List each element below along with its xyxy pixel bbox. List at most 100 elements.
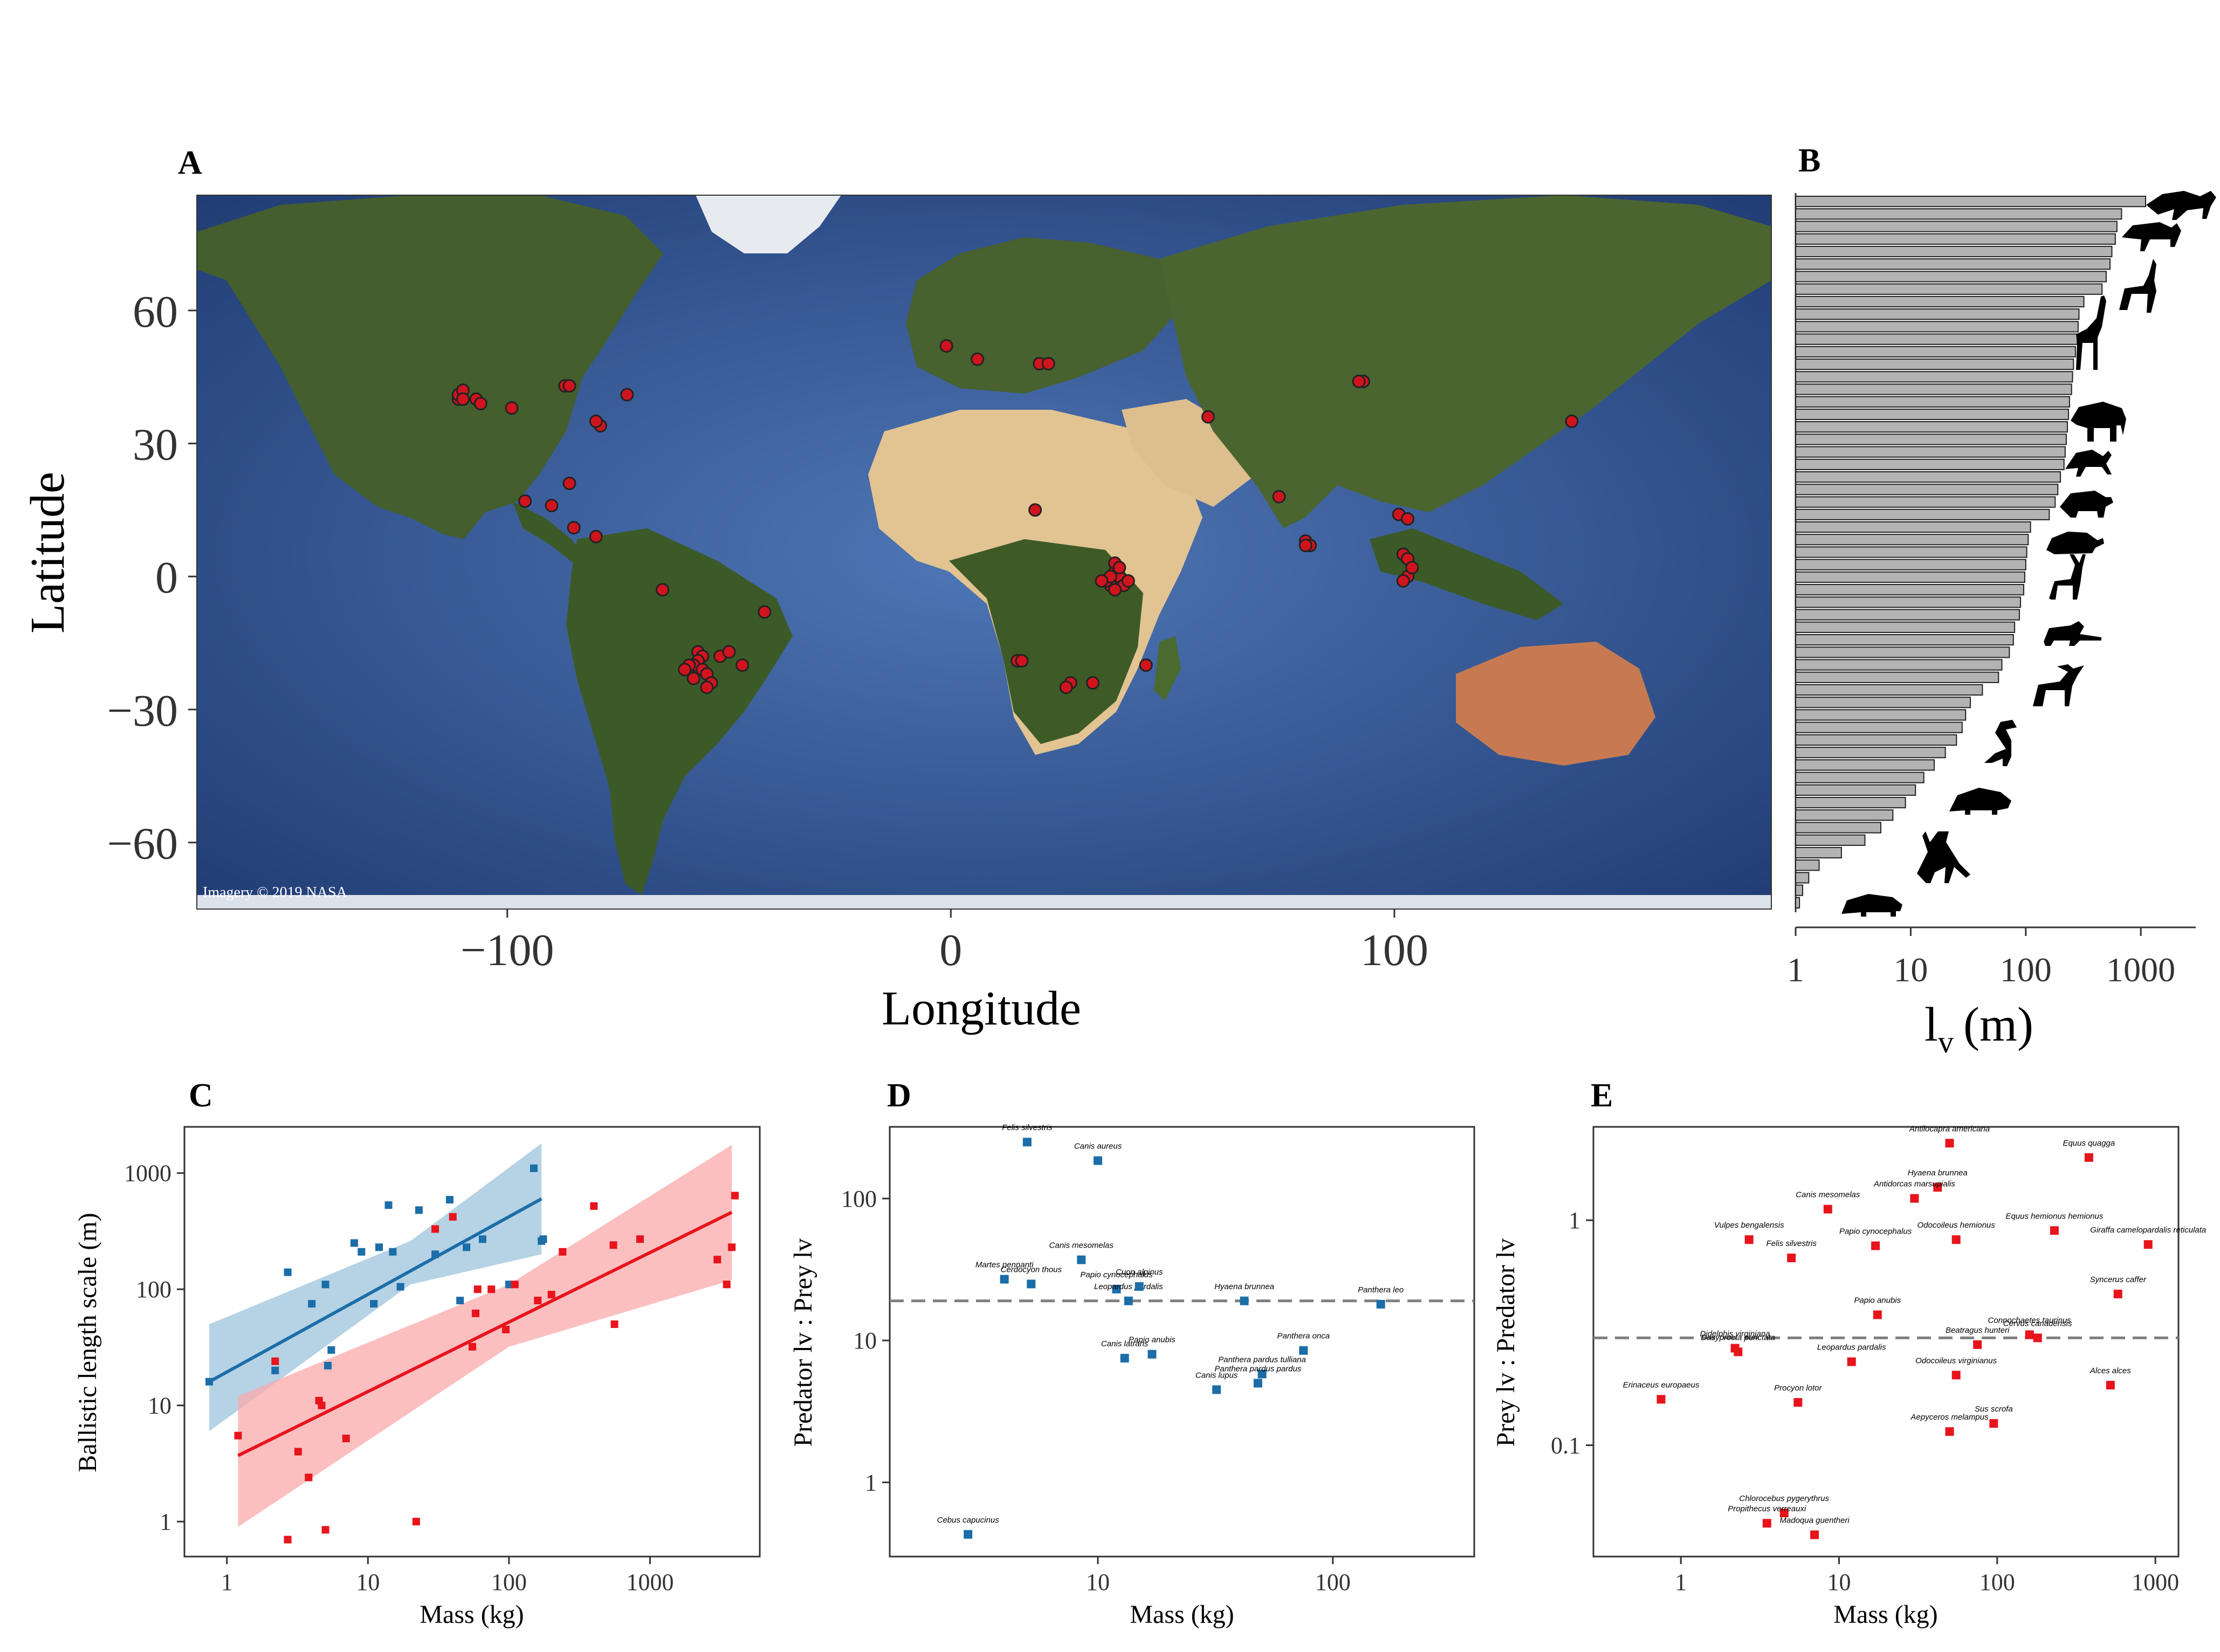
- map-y-tick-label: 60: [133, 287, 178, 337]
- panel-e-point: [2050, 1226, 2059, 1235]
- bar: [1795, 446, 2066, 458]
- bar: [1795, 734, 1957, 746]
- bar: [1795, 772, 1925, 783]
- panel-d-y-axis-title: Predator lv : Prey lv: [789, 1238, 817, 1447]
- panel-e-point: [1793, 1398, 1803, 1407]
- panel-e-point-label: Vulpes bengalensis: [1714, 1221, 1784, 1230]
- map-point: [678, 663, 692, 677]
- point-prey: [487, 1285, 496, 1293]
- confidence-band-predator: [209, 1143, 542, 1431]
- panel-d-point-label: Papio cynocephalus: [1080, 1270, 1153, 1279]
- panel-e-scatter: E Antilocapra americana Equus quagga Hyaen…: [1492, 1077, 2206, 1629]
- bar: [1795, 208, 2122, 220]
- bar: [1795, 321, 2079, 333]
- panel-label-e: E: [1591, 1077, 1613, 1114]
- bar: [1795, 659, 2003, 671]
- panel-d-point: [1147, 1350, 1157, 1359]
- panel-e-point: [2113, 1290, 2122, 1299]
- panel-c-y-axis-title: Ballistic length scale (m): [73, 1213, 102, 1472]
- point-prey: [590, 1202, 598, 1210]
- panel-d-x-axis-title: Mass (kg): [1130, 1600, 1234, 1629]
- bar: [1795, 584, 2025, 596]
- panel-e-y-axis-title: Prey lv : Predator lv: [1492, 1238, 1520, 1447]
- point-predator: [321, 1281, 329, 1289]
- panel-c-x-tick-label: 1000: [626, 1569, 673, 1595]
- bars-x-axis-title-unit: (m): [1963, 998, 2033, 1051]
- panel-d-point: [1240, 1296, 1249, 1305]
- panel-c-x-tick-label: 1: [221, 1569, 233, 1595]
- panel-d-axes: 10 100 1 10 100: [841, 1186, 1351, 1595]
- map-x-tick-label: 0: [939, 925, 962, 975]
- panel-c-y-tick-label: 1000: [124, 1160, 171, 1187]
- panel-label-d: D: [887, 1077, 911, 1114]
- panel-d-point-label: Cerdocyon thous: [1001, 1265, 1062, 1274]
- map-point: [1015, 653, 1029, 667]
- panel-d-frame: [889, 1126, 1475, 1558]
- panel-e-point: [1951, 1235, 1961, 1244]
- map-point: [518, 494, 532, 508]
- panel-d-point: [1094, 1156, 1103, 1165]
- panel-e-point-label: Leopardus pardalis: [1817, 1343, 1886, 1352]
- panel-d-point: [1376, 1299, 1385, 1309]
- bar: [1795, 245, 2113, 258]
- panel-d-point: [1112, 1284, 1121, 1293]
- landmass-southeast-asia: [1370, 528, 1564, 620]
- panel-e-point-label: Syncerus caffer: [2090, 1275, 2147, 1284]
- animal-silhouettes: [1841, 191, 2216, 917]
- confidence-band-prey: [238, 1145, 732, 1527]
- bar: [1795, 834, 1866, 846]
- landmass-australia: [1456, 642, 1655, 766]
- bar: [1795, 822, 1881, 834]
- bar: [1795, 559, 2026, 570]
- map-point: [1352, 374, 1366, 388]
- point-prey: [431, 1225, 439, 1233]
- panel-d-point: [1257, 1369, 1267, 1379]
- panel-e-points: Antilocapra americana Equus quagga Hyaena …: [1623, 1124, 2206, 1539]
- panel-e-y-tick-label: 0.1: [1551, 1432, 1580, 1458]
- point-prey: [728, 1243, 736, 1251]
- panel-d-point: [1022, 1138, 1032, 1147]
- bars-x-tick-label: 1: [1787, 951, 1804, 989]
- map-point: [939, 339, 953, 353]
- panel-c-scatter: C 1 10 100 1000 1 10 100 1000 Mass (kg) Ballist…: [73, 1077, 761, 1629]
- panel-d-point-label: Canis mesomelas: [1049, 1241, 1114, 1250]
- bar: [1795, 283, 2103, 295]
- bar: [1795, 383, 2072, 395]
- panel-label-c: C: [189, 1077, 213, 1114]
- hedgehog-silhouette-icon: [1949, 788, 2011, 815]
- bar: [1795, 534, 2029, 546]
- map-point: [1401, 512, 1415, 526]
- landmass-north-america: [197, 195, 663, 539]
- panel-d-point-label: Hyaena brunnea: [1214, 1282, 1274, 1291]
- bar: [1795, 646, 2010, 658]
- point-prey: [723, 1281, 731, 1289]
- landmass-madagascar: [1154, 636, 1181, 701]
- wolf-silhouette-icon: [2122, 222, 2181, 251]
- map-point: [1201, 410, 1215, 424]
- point-prey: [321, 1526, 329, 1534]
- map-point: [1108, 583, 1122, 597]
- panel-e-point-label: Equus quagga: [2063, 1139, 2115, 1148]
- point-prey: [449, 1213, 457, 1221]
- bar: [1795, 897, 1800, 909]
- panel-e-point: [1762, 1519, 1771, 1528]
- bar: [1795, 484, 2059, 495]
- map-point: [700, 680, 714, 694]
- panel-e-point-label: Giraffa camelopardalis reticulata: [2090, 1226, 2206, 1235]
- panel-e-point-label: Madoqua guentheri: [1779, 1516, 1850, 1525]
- panel-e-point: [2143, 1240, 2153, 1249]
- antelope-silhouette-icon: [2119, 259, 2156, 313]
- bar: [1795, 809, 1894, 821]
- panel-d-point-label: Leopardus pardalis: [1094, 1282, 1163, 1291]
- bar-series: [1795, 196, 2147, 909]
- panel-d-point-label: Papio anubis: [1129, 1336, 1176, 1345]
- feline-silhouette-icon: [2044, 621, 2101, 646]
- panel-d-y-tick-label: 1: [865, 1469, 877, 1496]
- bar: [1795, 671, 1999, 683]
- point-predator: [370, 1300, 378, 1308]
- bar: [1795, 271, 2107, 283]
- point-predator: [505, 1281, 513, 1289]
- point-predator: [456, 1297, 464, 1305]
- point-predator: [327, 1346, 335, 1354]
- bar: [1795, 371, 2073, 383]
